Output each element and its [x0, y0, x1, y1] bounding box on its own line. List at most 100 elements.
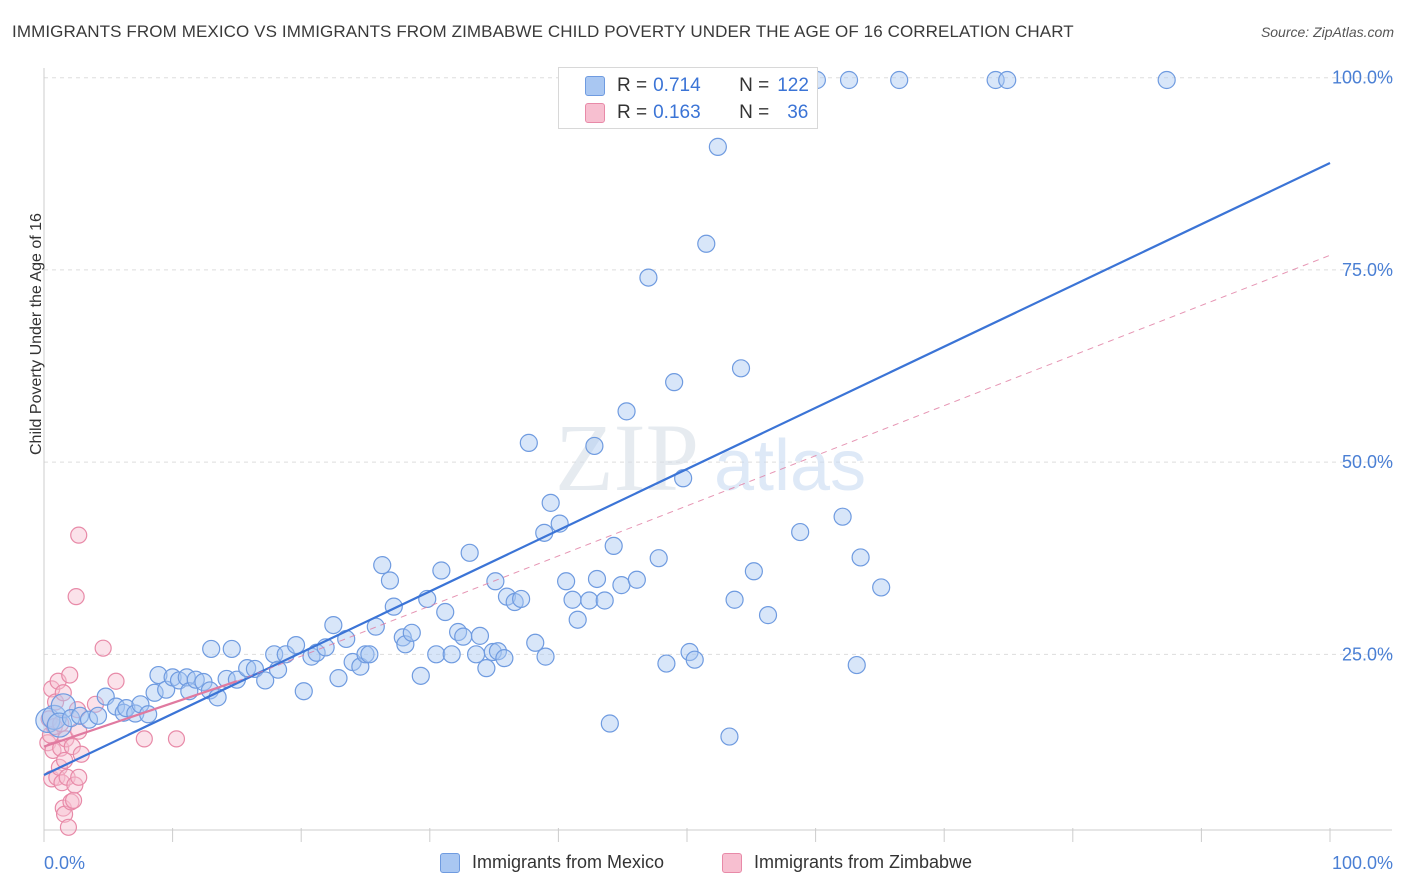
data-point-mexico	[708, 137, 727, 156]
data-point-mexico	[477, 659, 496, 678]
data-point-mexico	[294, 682, 313, 701]
data-point-mexico	[70, 706, 90, 725]
y-tick-label: 25.0%	[1342, 644, 1393, 664]
data-point-mexico	[238, 659, 257, 678]
data-point-mexico	[536, 647, 555, 666]
legend-item-mexico[interactable]: Immigrants from Mexico	[440, 852, 664, 873]
data-point-zimbabwe	[52, 714, 70, 733]
data-point-mexico	[286, 635, 306, 655]
data-point-mexico	[685, 650, 704, 669]
data-point-mexico	[720, 727, 739, 746]
data-point-mexico	[758, 606, 778, 625]
legend-n-value: 122	[777, 75, 809, 96]
data-point-mexico	[373, 556, 392, 575]
legend-row-zimbabwe: R = 0.163 N = 36	[585, 100, 808, 126]
legend-swatch-zimbabwe	[585, 103, 605, 123]
legend-r-value: 0.163	[653, 102, 701, 123]
trendline-zimbabwe	[43, 680, 238, 748]
x-tick-label: 100.0%	[1332, 853, 1393, 873]
data-point-mexico	[600, 714, 619, 733]
data-point-mexico	[436, 602, 455, 622]
data-point-mexico	[657, 654, 676, 673]
data-point-mexico	[568, 610, 587, 629]
data-point-mexico	[145, 683, 164, 702]
data-point-mexico	[890, 70, 909, 90]
data-point-mexico	[627, 570, 646, 589]
trendline-zimbabwe-extension	[236, 254, 1331, 682]
data-point-mexico	[329, 669, 348, 688]
data-point-mexico	[872, 578, 891, 597]
data-point-mexico	[665, 373, 684, 392]
data-point-mexico	[222, 639, 241, 659]
legend-n-label: N =	[739, 75, 770, 96]
data-point-mexico	[580, 591, 599, 610]
data-point-mexico	[256, 671, 275, 690]
watermark-atlas: atlas	[714, 426, 866, 506]
x-tick-label: 0.0%	[44, 853, 85, 873]
data-point-mexico	[725, 590, 744, 609]
legend-r-label: R =	[617, 102, 648, 123]
data-point-mexico	[649, 549, 668, 568]
y-tick-label: 100.0%	[1332, 68, 1393, 88]
data-point-mexico	[998, 70, 1017, 90]
legend-item-zimbabwe[interactable]: Immigrants from Zimbabwe	[722, 852, 972, 873]
data-point-mexico	[1157, 70, 1176, 90]
data-point-mexico	[731, 359, 751, 378]
data-point-zimbabwe	[66, 776, 84, 794]
data-point-mexico	[396, 635, 415, 654]
legend-r-label: R =	[617, 75, 648, 96]
data-point-mexico	[519, 433, 538, 452]
legend-n-value: 36	[787, 102, 809, 123]
data-point-mexico	[512, 589, 531, 609]
data-point-mexico	[483, 642, 502, 662]
data-point-mexico	[427, 645, 446, 664]
data-point-mexico	[839, 70, 859, 90]
legend-r-value: 0.714	[653, 75, 701, 96]
data-point-mexico	[88, 706, 108, 725]
data-point-mexico	[360, 645, 379, 664]
data-point-mexico	[202, 639, 221, 659]
chart-source: Source: ZipAtlas.com	[1260, 24, 1394, 40]
data-point-mexico	[460, 543, 479, 562]
data-point-mexico	[557, 572, 576, 591]
data-point-mexico	[380, 571, 400, 590]
data-point-mexico	[674, 469, 693, 488]
data-point-mexico	[495, 649, 514, 668]
series-legend: Immigrants from Mexico Immigrants from Z…	[0, 852, 1406, 878]
data-point-zimbabwe	[54, 684, 72, 702]
trendline-mexico	[43, 162, 1331, 777]
data-point-mexico	[617, 402, 636, 421]
y-axis-label: Child Poverty Under the Age of 16	[28, 213, 45, 455]
data-point-mexico	[587, 569, 607, 589]
data-point-mexico	[79, 710, 99, 729]
legend-swatch-mexico	[585, 76, 605, 96]
data-point-mexico	[526, 633, 545, 652]
data-point-mexico	[454, 627, 473, 646]
data-point-mexico	[50, 693, 76, 719]
data-point-mexico	[612, 576, 631, 595]
data-point-mexico	[833, 507, 852, 526]
data-point-zimbabwe	[167, 730, 186, 748]
data-point-mexico	[697, 234, 716, 253]
swatch-mexico	[440, 852, 460, 873]
data-point-zimbabwe	[135, 730, 153, 748]
legend-row-mexico: R = 0.714 N = 122	[585, 73, 809, 99]
correlation-legend: R = 0.714 N = 122 R = 0.163 N = 36	[558, 67, 818, 129]
data-point-mexico	[46, 712, 73, 738]
data-point-mexico	[411, 666, 430, 685]
data-point-mexico	[791, 522, 810, 542]
data-point-mexico	[432, 561, 451, 580]
data-point-mexico	[604, 536, 623, 556]
y-tick-label: 50.0%	[1342, 452, 1393, 472]
legend-label-zimbabwe: Immigrants from Zimbabwe	[754, 852, 973, 872]
data-point-mexico	[639, 268, 658, 287]
chart-title: IMMIGRANTS FROM MEXICO VS IMMIGRANTS FRO…	[12, 22, 1074, 41]
data-point-mexico	[541, 493, 560, 512]
data-point-mexico	[393, 628, 412, 647]
data-point-mexico	[851, 548, 870, 567]
data-point-zimbabwe	[70, 526, 88, 544]
data-point-mexico	[470, 626, 490, 645]
data-point-mexico	[488, 642, 508, 661]
data-point-zimbabwe	[64, 791, 83, 809]
